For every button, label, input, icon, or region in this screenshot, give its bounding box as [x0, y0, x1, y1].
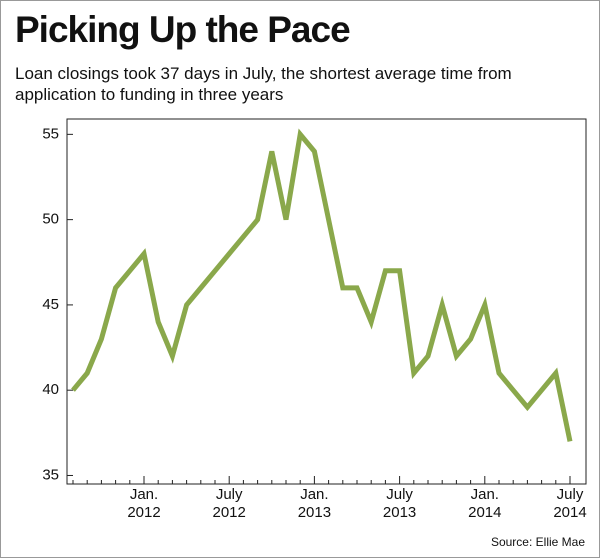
y-tick-label: 55 [42, 125, 59, 142]
x-tick-label: July 2012 [212, 486, 246, 521]
line [71, 128, 573, 442]
y-tick-label: 50 [42, 211, 59, 228]
x-tick-label: Jan. 2012 [127, 486, 161, 521]
x-tick-label: July 2014 [553, 486, 587, 521]
source: Source: Ellie Mae [490, 535, 585, 549]
chart-title: Picking Up the Pace [15, 9, 351, 50]
y-tick-label: 45 [42, 296, 59, 313]
y-tick-label: 35 [42, 466, 59, 483]
chart-subtitle: Loan closings took 37 days in July, the … [15, 64, 512, 104]
x-tick-label: Jan. 2014 [468, 486, 502, 521]
plot-frame [66, 118, 587, 485]
y-tick-label: 40 [42, 381, 59, 398]
x-tick-label: July 2013 [382, 486, 417, 521]
x-tick-label: Jan. 2013 [297, 486, 332, 521]
